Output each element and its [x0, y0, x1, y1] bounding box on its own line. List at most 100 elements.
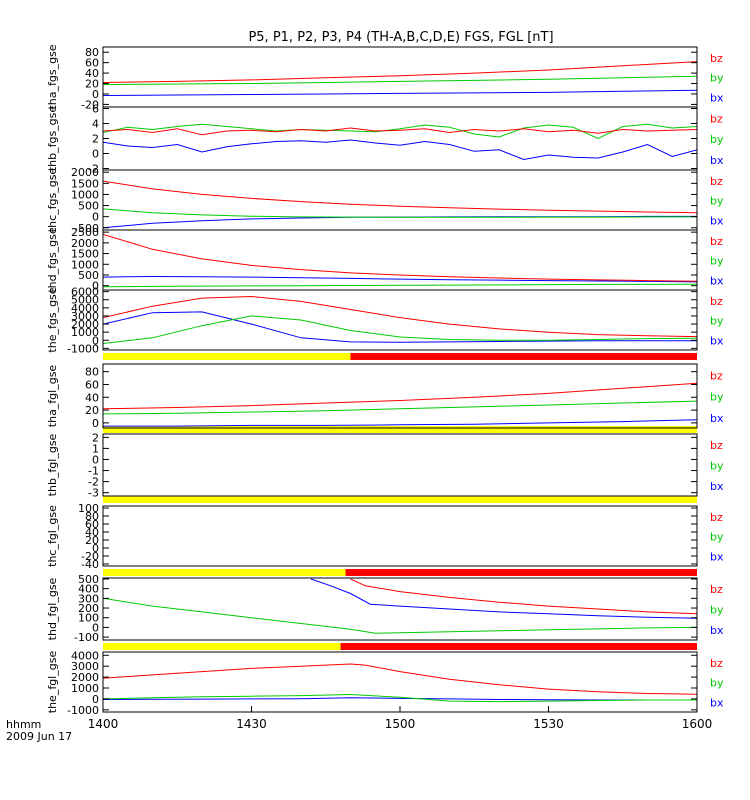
y-tick-label: 40: [85, 391, 99, 404]
y-tick-label: 500: [78, 269, 99, 282]
y-tick-label: -2: [88, 476, 99, 489]
panel-thb-fgs-gse: -2 0 2 4 6 thb_fgs_gse bz by bx: [46, 103, 724, 176]
y-tick-label: 500: [78, 200, 99, 213]
y-axis-label: thb_fgs_gse: [46, 106, 59, 172]
y-tick-label: 6: [92, 103, 99, 116]
y-tick-label: 1500: [71, 177, 99, 190]
y-tick-label: 0: [92, 280, 99, 293]
y-tick-label: 0: [92, 621, 99, 634]
y-tick-label: 60: [85, 518, 99, 531]
y-tick-label: 4000: [71, 649, 99, 662]
y-tick-label: 20: [85, 78, 99, 91]
y-tick-label: 1000: [71, 188, 99, 201]
y-tick-label: 80: [85, 46, 99, 59]
legend-by: by: [710, 604, 724, 617]
y-axis-label: thd_fgl_gse: [46, 577, 59, 640]
y-tick-label: -1000: [67, 704, 99, 717]
series-line-bz: [103, 295, 697, 338]
y-tick-label: 2500: [71, 226, 99, 239]
y-tick-label: -500: [74, 222, 99, 235]
y-tick-label: 2000: [71, 671, 99, 684]
y-tick-label: 40: [85, 67, 99, 80]
panel-frame: [102, 651, 698, 713]
y-tick-label: 1000: [71, 258, 99, 271]
legend-bx: bx: [710, 480, 724, 493]
series-line-by: [103, 283, 697, 288]
y-tick-label: 80: [85, 510, 99, 523]
y-tick-label: 20: [85, 534, 99, 547]
legend-bz: bz: [710, 370, 723, 383]
series-line-by: [103, 75, 697, 86]
series-line-by: [103, 208, 697, 218]
y-tick-label: 60: [85, 378, 99, 391]
legend-bx: bx: [710, 274, 724, 287]
flag-bar-yellow: [103, 569, 346, 576]
flag-bar-yellow: [103, 643, 341, 650]
flag-bar-yellow: [103, 353, 351, 360]
series-line-bz: [103, 180, 697, 214]
y-tick-label: 4: [92, 118, 99, 131]
y-tick-label: 2: [92, 133, 99, 146]
y-tick-label: 400: [78, 583, 99, 596]
y-axis-label: thc_fgs_gse: [46, 168, 59, 233]
series-line-bx: [103, 139, 697, 161]
legend-bx: bx: [710, 412, 724, 425]
y-axis-label: the_fgl_gse: [46, 651, 59, 714]
legend-by: by: [710, 315, 724, 328]
legend-bz: bz: [710, 583, 723, 596]
legend-by: by: [710, 460, 724, 473]
legend-bz: bz: [710, 439, 723, 452]
legend-bz: bz: [710, 657, 723, 670]
legend-by: by: [710, 531, 724, 544]
y-tick-label: 2000: [71, 237, 99, 250]
y-tick-label: 0: [92, 148, 99, 161]
y-axis-label: thc_fgl_gse: [46, 505, 59, 567]
x-tick-label: 1530: [533, 717, 564, 731]
legend-bx: bx: [710, 550, 724, 563]
y-axis-label: tha_fgl_gse: [46, 365, 59, 428]
legend-bz: bz: [710, 175, 723, 188]
legend-bz: bz: [710, 112, 723, 125]
legend-bx: bx: [710, 154, 724, 167]
legend-bx: bx: [710, 696, 724, 709]
legend-bx: bx: [710, 624, 724, 637]
y-tick-label: 0: [92, 334, 99, 347]
y-tick-label: -1000: [67, 342, 99, 355]
y-tick-label: -100: [74, 631, 99, 644]
y-tick-label: 3000: [71, 660, 99, 673]
y-tick-label: 40: [85, 526, 99, 539]
y-tick-label: -40: [81, 558, 99, 571]
y-tick-label: 0: [92, 417, 99, 430]
y-tick-label: -3: [88, 487, 99, 500]
legend-bz: bz: [710, 511, 723, 524]
y-tick-label: 2000: [71, 318, 99, 331]
y-tick-label: 60: [85, 57, 99, 70]
series-line-by: [103, 315, 697, 344]
y-tick-label: 0: [92, 693, 99, 706]
y-tick-label: -1: [88, 465, 99, 478]
legend-by: by: [710, 195, 724, 208]
x-tick-label: 1600: [682, 717, 713, 731]
y-tick-label: 1000: [71, 682, 99, 695]
series-line-bx: [103, 275, 697, 283]
series-line-bx: [103, 89, 697, 96]
panel-frame: [102, 505, 698, 567]
series-line-by: [103, 597, 697, 634]
series-line-bx: [103, 215, 697, 229]
flag-bar-red: [350, 353, 697, 360]
flag-bar-yellow: [103, 496, 697, 503]
legend-by: by: [710, 255, 724, 268]
y-tick-label: 300: [78, 592, 99, 605]
legend-bz: bz: [710, 295, 723, 308]
panel-frame: [102, 433, 698, 497]
x-tick-label: 1400: [88, 717, 119, 731]
panel-frame: [102, 106, 698, 171]
y-tick-label: -2: [88, 163, 99, 176]
